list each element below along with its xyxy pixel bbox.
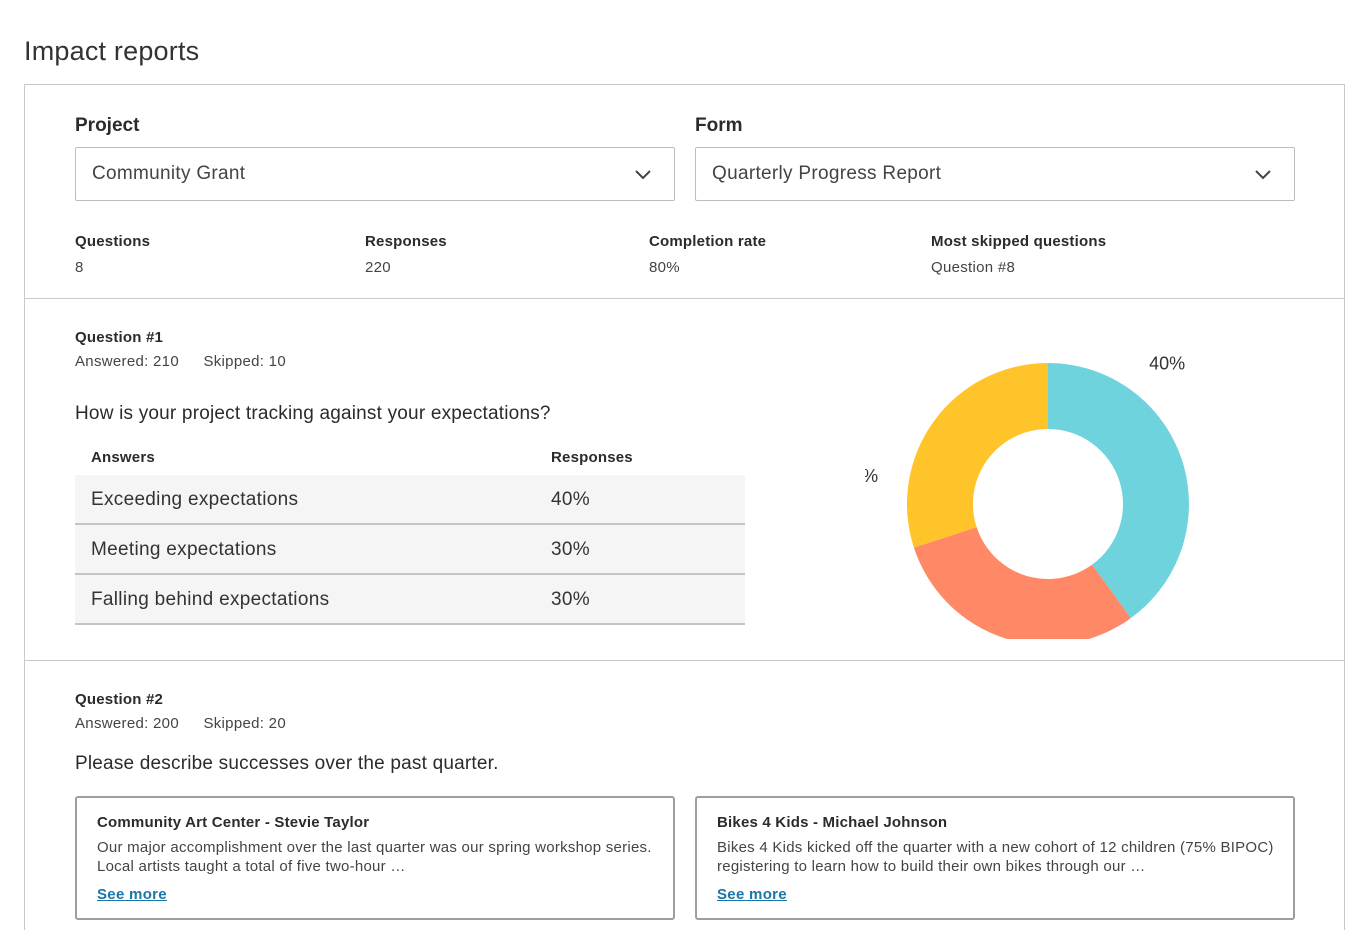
- report-panel: Project Community Grant Form Quarterly P…: [24, 84, 1345, 930]
- page-title: Impact reports: [24, 36, 200, 66]
- form-label: Form: [695, 115, 743, 136]
- response-card: Bikes 4 Kids - Michael Johnson Bikes 4 K…: [695, 796, 1295, 920]
- response-cell: 40%: [551, 489, 590, 510]
- card-title: Community Art Center - Stevie Taylor: [97, 814, 370, 831]
- question-1-section: Question #1 Answered: 210 Skipped: 10 Ho…: [25, 299, 1344, 661]
- question-1-meta: Answered: 210 Skipped: 10: [75, 353, 306, 370]
- response-card: Community Art Center - Stevie Taylor Our…: [75, 796, 675, 920]
- table-row: Meeting expectations 30%: [75, 525, 745, 575]
- project-select[interactable]: Community Grant: [75, 147, 675, 201]
- stat-label: Questions: [75, 233, 151, 250]
- stat-value: 80%: [649, 259, 680, 276]
- stat-questions: Questions 8: [75, 233, 150, 276]
- answer-cell: Falling behind expectations: [91, 589, 330, 610]
- answer-cell: Exceeding expectations: [91, 489, 299, 510]
- stat-label: Most skipped questions: [931, 233, 1107, 250]
- card-body: Bikes 4 Kids kicked off the quarter with…: [717, 839, 1274, 875]
- donut-data-label: 40%: [1149, 354, 1185, 374]
- chevron-down-icon: [635, 170, 651, 180]
- summary-section: Project Community Grant Form Quarterly P…: [25, 85, 1344, 299]
- form-select-value: Quarterly Progress Report: [712, 163, 942, 184]
- question-2-title: Question #2: [75, 691, 164, 708]
- donut-slice: [1048, 363, 1189, 619]
- project-select-value: Community Grant: [92, 163, 246, 184]
- skipped-count: Skipped: 20: [203, 715, 286, 732]
- answered-count: Answered: 200: [75, 715, 179, 732]
- donut-slice: [913, 527, 1131, 639]
- answered-count: Answered: 210: [75, 353, 179, 370]
- answer-cell: Meeting expectations: [91, 539, 277, 560]
- question-1-text: How is your project tracking against you…: [75, 403, 551, 424]
- table-row: Exceeding expectations 40%: [75, 475, 745, 525]
- stat-completion-rate: Completion rate 80%: [649, 233, 766, 276]
- card-title: Bikes 4 Kids - Michael Johnson: [717, 814, 948, 831]
- chevron-down-icon: [1255, 170, 1271, 180]
- see-more-link[interactable]: See more: [97, 886, 167, 903]
- card-body: Our major accomplishment over the last q…: [97, 839, 652, 875]
- response-cell: 30%: [551, 589, 590, 610]
- question-2-text: Please describe successes over the past …: [75, 753, 499, 774]
- stat-label: Responses: [365, 233, 447, 250]
- column-header-responses: Responses: [551, 449, 633, 466]
- stat-value: 220: [365, 259, 391, 276]
- table-row: Falling behind expectations 30%: [75, 575, 745, 625]
- question-1-title: Question #1: [75, 329, 164, 346]
- table-header: Answers Responses: [75, 445, 745, 475]
- question-2-meta: Answered: 200 Skipped: 20: [75, 715, 306, 732]
- stat-responses: Responses 220: [365, 233, 447, 276]
- stat-value: 8: [75, 259, 84, 276]
- column-header-answers: Answers: [91, 449, 155, 466]
- donut-chart: 40%30%30%: [865, 354, 1189, 639]
- skipped-count: Skipped: 10: [203, 353, 286, 370]
- form-select[interactable]: Quarterly Progress Report: [695, 147, 1295, 201]
- stat-value: Question #8: [931, 259, 1016, 276]
- donut-data-label: 30%: [865, 466, 878, 486]
- donut-slice: [907, 363, 1048, 548]
- see-more-link[interactable]: See more: [717, 886, 787, 903]
- question-2-section: Question #2 Answered: 200 Skipped: 20 Pl…: [25, 661, 1344, 930]
- response-cell: 30%: [551, 539, 590, 560]
- stat-most-skipped: Most skipped questions Question #8: [931, 233, 1106, 276]
- answers-table: Answers Responses Exceeding expectations…: [75, 445, 745, 625]
- project-label: Project: [75, 115, 140, 136]
- stat-label: Completion rate: [649, 233, 767, 250]
